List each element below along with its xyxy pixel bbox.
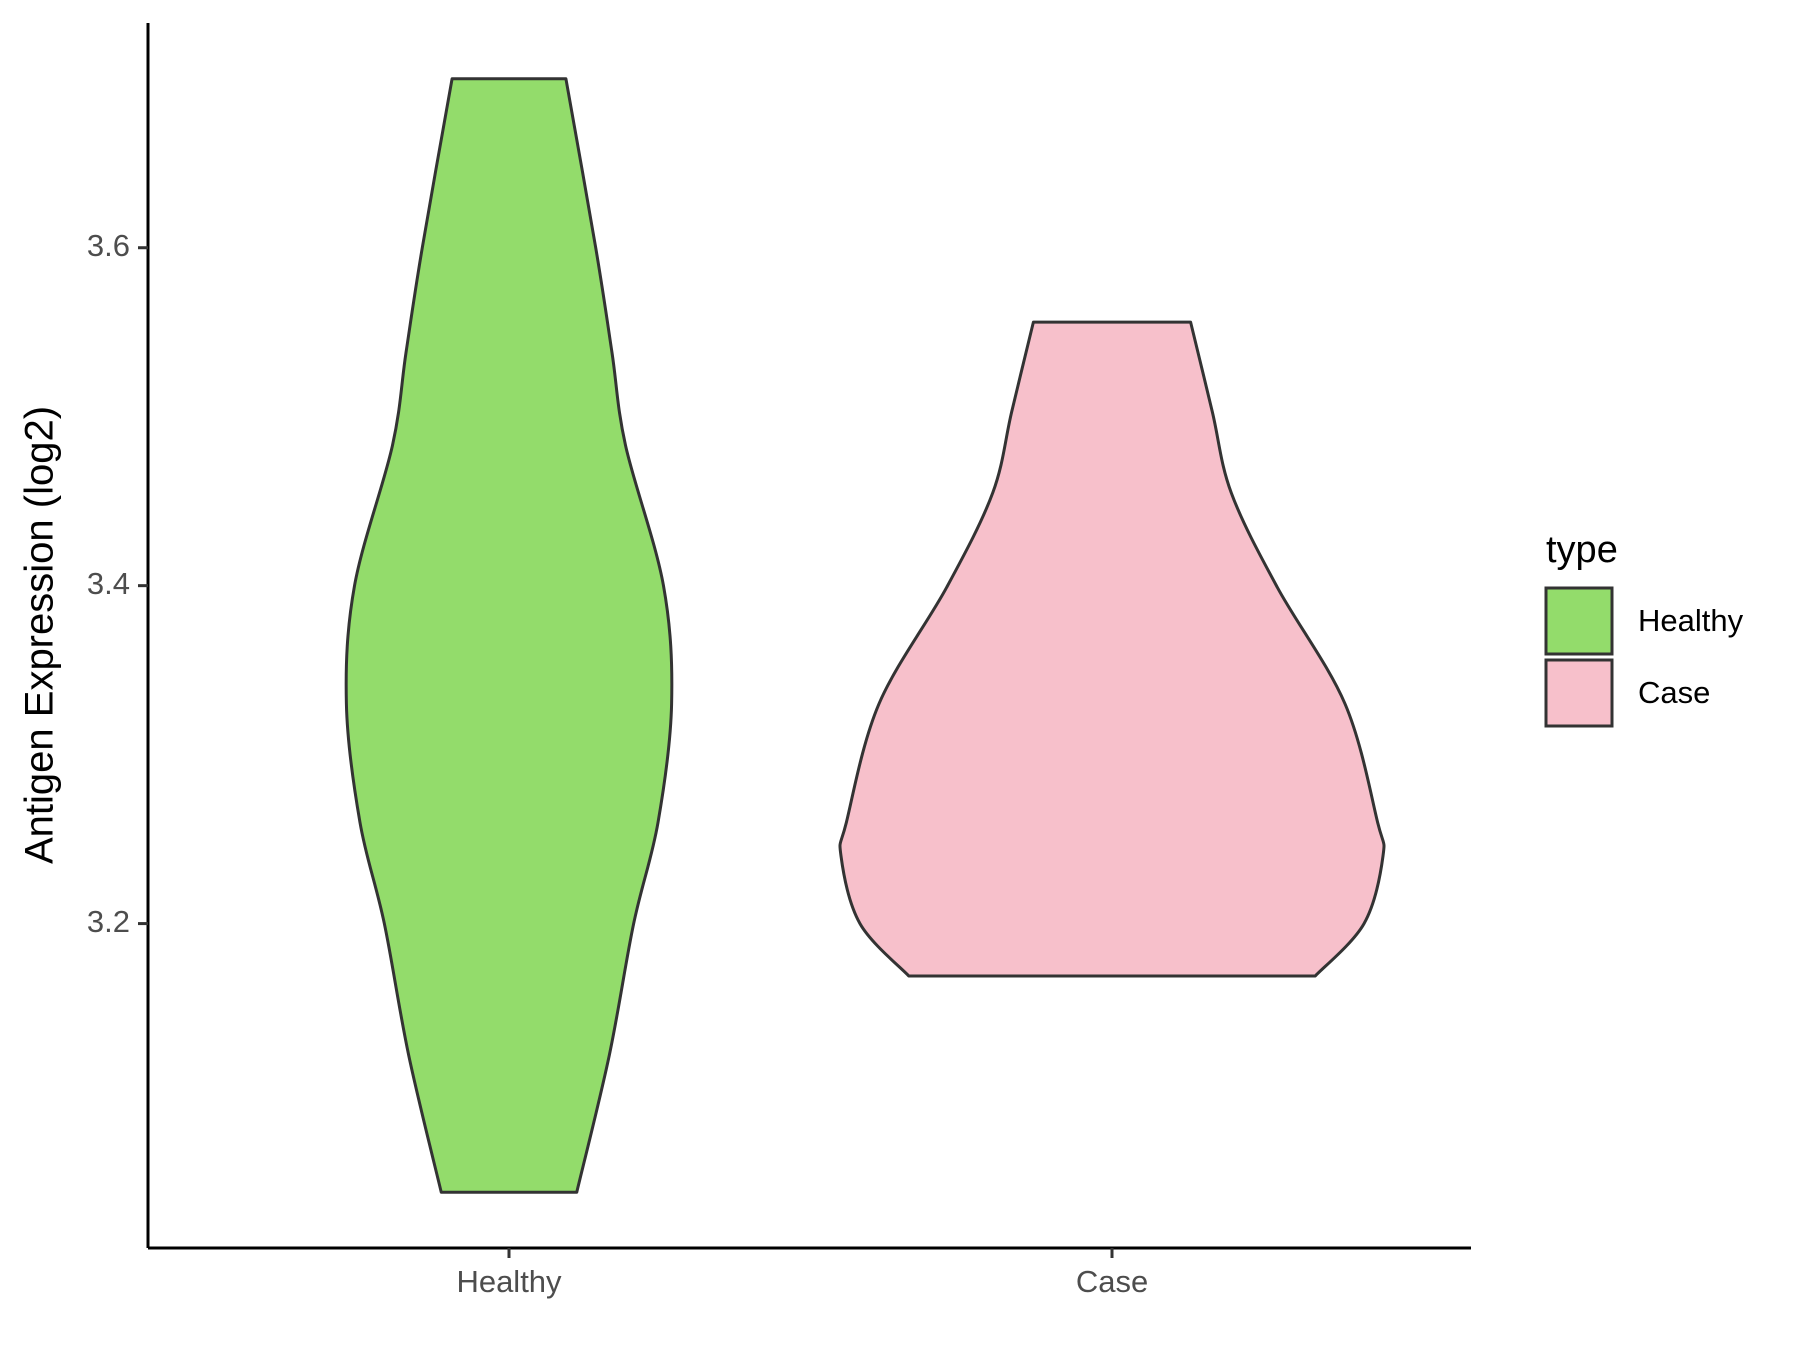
legend-key [1544,586,1614,656]
y-tick-label: 3.2 [87,904,130,939]
violin [344,77,674,1194]
y-tick-label: 3.4 [87,566,130,601]
x-tick-label: Case [1076,1264,1148,1299]
violin [838,320,1386,978]
x-tick-label: Healthy [456,1264,562,1299]
y-axis-title: Antigen Expression (log2) [18,406,62,864]
legend-title: type [1546,529,1618,571]
legend-label: Case [1638,675,1710,710]
legend-label: Healthy [1638,603,1744,638]
y-tick-label: 3.6 [87,228,130,263]
legend-key [1544,658,1614,728]
